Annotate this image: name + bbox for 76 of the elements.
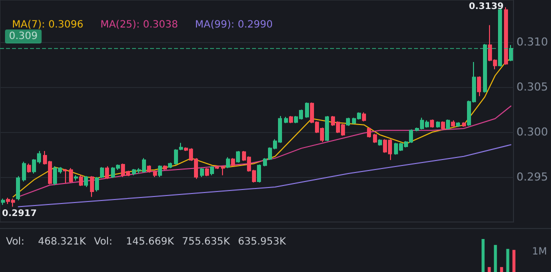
candlestick bbox=[325, 115, 329, 142]
line-series bbox=[18, 144, 512, 208]
text: MA(7): bbox=[12, 20, 46, 30]
candlestick bbox=[210, 166, 214, 176]
candlestick bbox=[16, 176, 20, 201]
candlestick bbox=[221, 166, 225, 176]
candlestick bbox=[373, 133, 377, 144]
candlestick bbox=[79, 174, 83, 187]
annotation: 0.3096 bbox=[48, 20, 84, 30]
text: 1M bbox=[532, 246, 548, 258]
candlestick bbox=[200, 168, 204, 178]
candlestick bbox=[231, 158, 235, 167]
candlestick bbox=[158, 164, 162, 178]
candlestick bbox=[69, 168, 73, 183]
annotation: 0.3038 bbox=[143, 20, 178, 30]
candlestick bbox=[451, 120, 455, 128]
candlestick bbox=[1, 198, 5, 206]
candlestick bbox=[305, 102, 309, 118]
candlestick bbox=[63, 168, 67, 184]
text: MA(99): bbox=[195, 20, 234, 30]
ref-line-label: 0.309 bbox=[9, 31, 38, 42]
candlestick bbox=[362, 112, 366, 122]
candlestick bbox=[179, 142, 183, 151]
candlestick bbox=[236, 150, 240, 164]
y-tick-label: 0.310 bbox=[516, 36, 548, 49]
y-tick-label: 0.305 bbox=[516, 80, 548, 94]
annotation: 0.2990 bbox=[238, 20, 273, 30]
bar bbox=[500, 267, 504, 272]
candlestick bbox=[27, 163, 31, 174]
candlestick bbox=[436, 120, 440, 128]
line-series bbox=[12, 58, 512, 198]
annotation: 0.3139 bbox=[468, 2, 504, 12]
candlestick bbox=[22, 161, 26, 182]
text: 635.953K bbox=[238, 236, 286, 248]
candlestick bbox=[174, 148, 178, 165]
candlestick bbox=[430, 119, 434, 128]
candlestick bbox=[95, 176, 99, 192]
bar bbox=[488, 267, 491, 272]
bar bbox=[494, 244, 497, 272]
candlestick bbox=[378, 138, 382, 146]
annotation: 0.2917 bbox=[2, 209, 37, 220]
candlestick bbox=[257, 164, 261, 183]
candlestick bbox=[462, 122, 466, 128]
y-tick-label: 0.295 bbox=[516, 170, 548, 184]
candlestick bbox=[346, 117, 350, 126]
text: Vol: bbox=[6, 236, 24, 248]
candlestick bbox=[168, 162, 172, 169]
candlestick bbox=[367, 127, 371, 138]
bar bbox=[512, 250, 516, 272]
candlestick bbox=[147, 164, 151, 174]
candlestick bbox=[74, 174, 78, 182]
candlestick bbox=[100, 166, 104, 178]
candlestick bbox=[446, 119, 450, 130]
candlestick bbox=[477, 76, 481, 97]
text: 755.635K bbox=[182, 236, 230, 248]
candlestick bbox=[284, 116, 288, 124]
text: 468.321K bbox=[38, 236, 86, 248]
line-series bbox=[18, 106, 512, 198]
text: Vol: bbox=[94, 236, 112, 248]
candlestick bbox=[226, 156, 230, 169]
candlestick bbox=[215, 166, 219, 170]
candlestick bbox=[153, 170, 157, 178]
candlestick bbox=[163, 164, 167, 170]
candlestick bbox=[205, 168, 209, 177]
candlestick bbox=[289, 115, 293, 124]
bar bbox=[506, 248, 510, 272]
y-tick-label: 0.300 bbox=[516, 126, 548, 139]
bar bbox=[482, 239, 485, 272]
candlestick bbox=[504, 6, 508, 66]
candlestick bbox=[90, 176, 94, 198]
candlestick bbox=[84, 176, 88, 188]
text: 145.669K bbox=[126, 236, 174, 248]
text: MA(25): bbox=[100, 20, 140, 30]
candlestick bbox=[105, 166, 109, 180]
candlestick bbox=[441, 120, 445, 130]
candlestick bbox=[456, 122, 460, 128]
